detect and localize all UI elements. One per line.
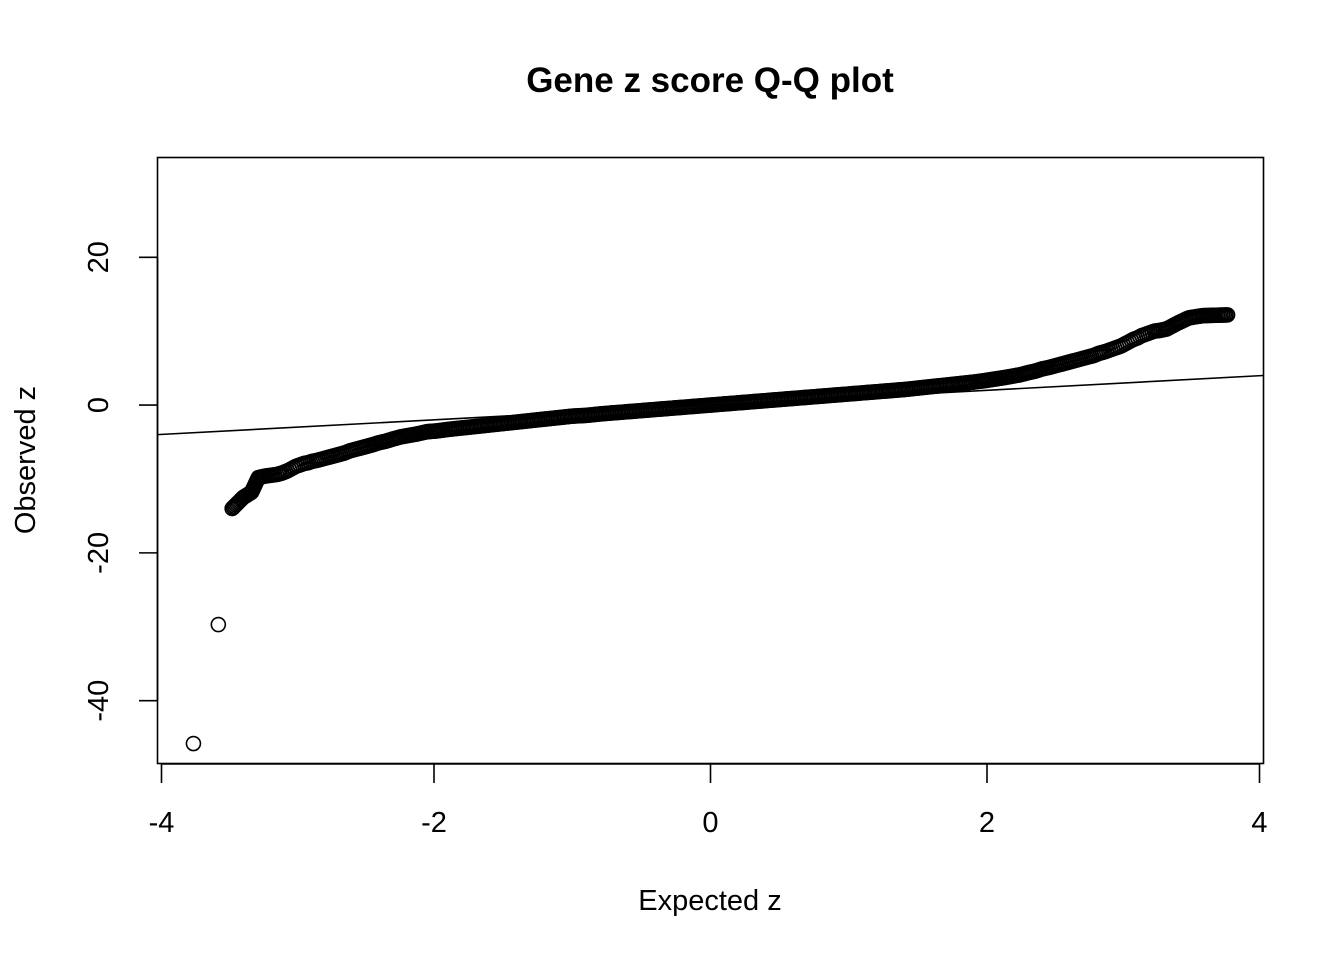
x-tick-label: 4 [1251,807,1267,839]
x-tick-label: -4 [149,807,175,839]
y-axis-label: Observed z [10,386,42,534]
data-point [210,616,227,633]
y-tick-label: -20 [83,532,115,574]
y-axis: -40 -20 0 20 [83,241,159,722]
x-tick-label: 0 [702,807,718,839]
x-tick-label: 2 [979,807,995,839]
data-point [1219,307,1236,323]
y-tick-label: 20 [83,241,115,273]
data-point [185,735,202,752]
y-tick-label: -40 [83,680,115,722]
x-axis-label: Expected z [638,885,781,917]
data-points [185,307,1236,752]
chart-title: Gene z score Q-Q plot [526,61,894,100]
y-tick-label: 0 [83,397,115,413]
x-tick-label: -2 [421,807,447,839]
x-axis: -4 -2 0 2 4 [149,763,1268,839]
